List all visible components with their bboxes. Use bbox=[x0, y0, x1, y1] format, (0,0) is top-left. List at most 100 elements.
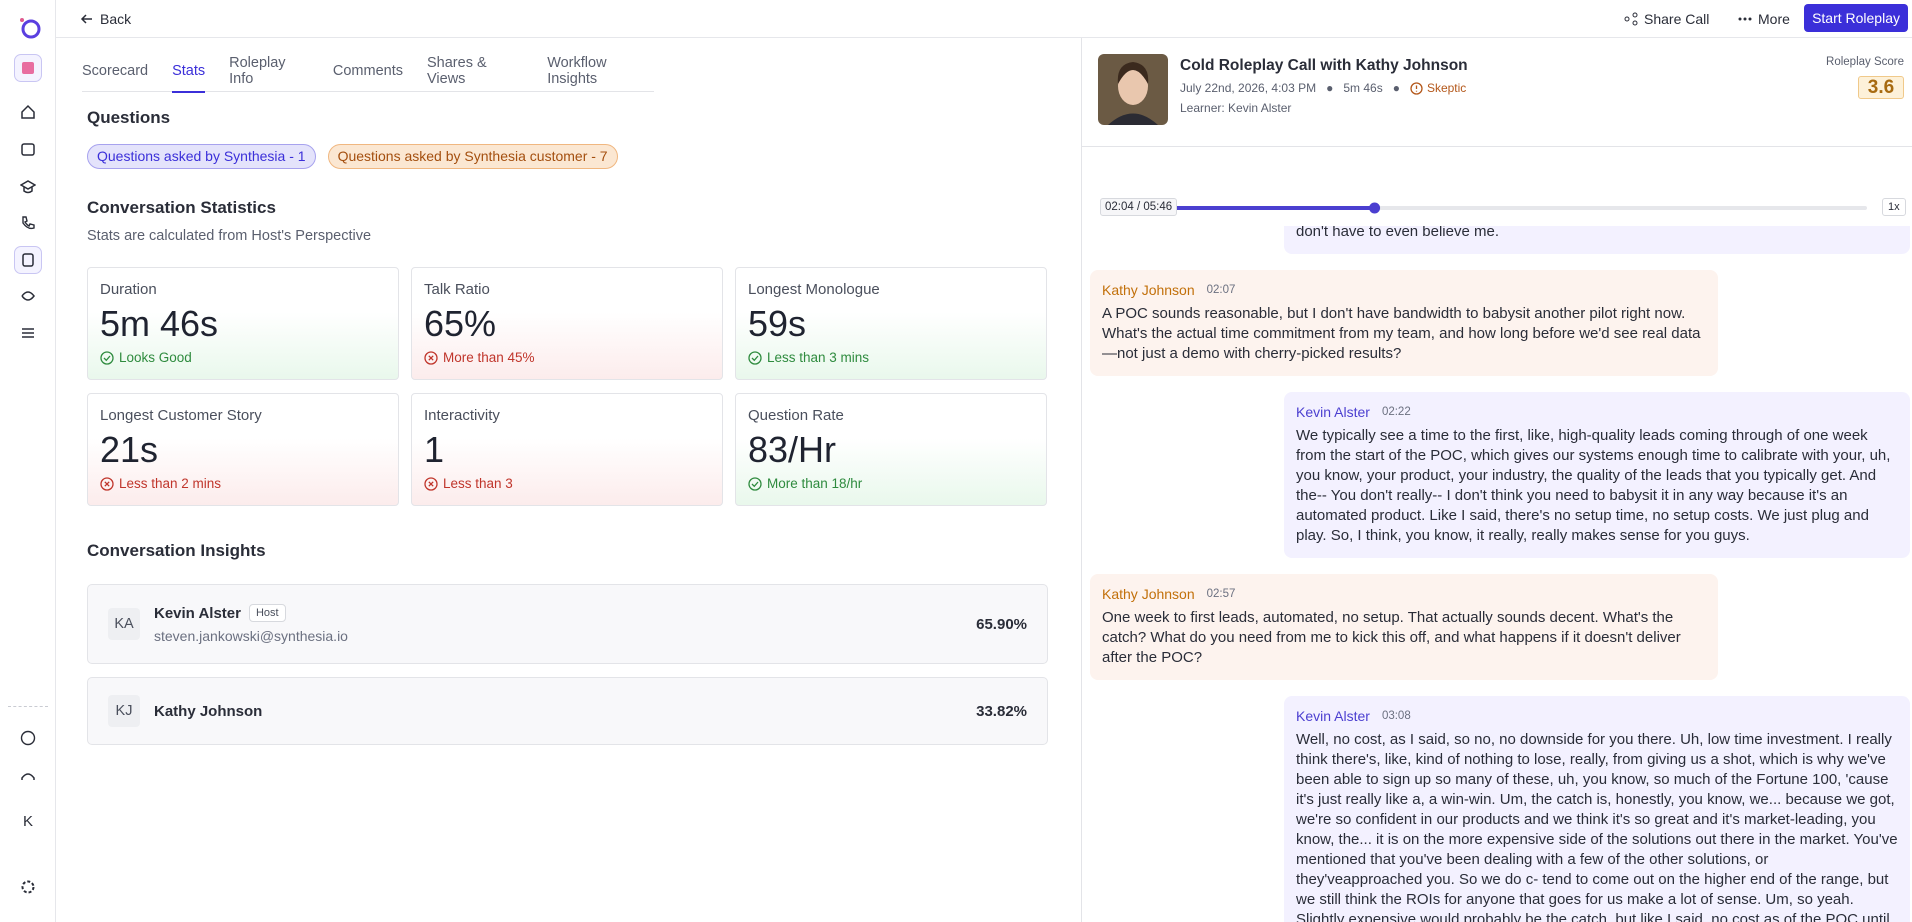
playback-time: 02:04 / 05:46 bbox=[1100, 198, 1178, 216]
more-button[interactable]: More bbox=[1738, 0, 1790, 38]
stat-card: Talk Ratio 65% More than 45% bbox=[411, 267, 723, 380]
icon bbox=[22, 216, 35, 230]
ring bbox=[748, 350, 762, 365]
support[interactable] bbox=[14, 764, 42, 792]
ring bbox=[424, 350, 438, 365]
persona: Skeptic bbox=[1410, 81, 1466, 95]
stat-value: 1 bbox=[424, 429, 445, 470]
nav-item[interactable] bbox=[14, 135, 42, 163]
section-title: Questions bbox=[87, 108, 171, 127]
timestamp: 02:22 bbox=[1381, 406, 1411, 418]
stat-note-text: Less than 3 bbox=[443, 476, 513, 491]
tab[interactable]: Workflow Insights bbox=[547, 55, 607, 87]
stat-note-text: Looks Good bbox=[119, 350, 192, 365]
stat-cards: Duration 5m 46s Looks Good Talk Ratio 65% Mor… bbox=[87, 267, 1048, 506]
call-panel: Cold Roleplay Call with Kathy Johnson Ju… bbox=[1081, 38, 1912, 922]
label: Back bbox=[100, 11, 132, 27]
stat-note-text: More than 45% bbox=[443, 350, 535, 365]
ring bbox=[100, 350, 114, 365]
speed-button[interactable]: 1x bbox=[1882, 198, 1906, 216]
section-title: Conversation Statistics bbox=[87, 198, 276, 217]
persona-label: Skeptic bbox=[1426, 81, 1467, 95]
stat-value: 21s bbox=[100, 429, 159, 470]
tab[interactable]: Shares & Views bbox=[427, 55, 487, 87]
help[interactable] bbox=[14, 724, 42, 752]
call-meta: July 22nd, 2026, 4:03 PM ● 5m 46s ● Skepti… bbox=[1180, 81, 1466, 95]
nav-item[interactable] bbox=[14, 98, 42, 126]
glyph bbox=[103, 355, 111, 361]
stat-note: More than 45% bbox=[424, 350, 710, 365]
back-button[interactable]: Back bbox=[80, 0, 131, 38]
question-chip[interactable]: Questions asked by Synthesia - 1 bbox=[87, 144, 316, 169]
speaker: Kathy Johnson bbox=[1102, 282, 1195, 298]
message: Kathy Johnson 02:07 A POC sounds reasonabl… bbox=[1090, 270, 1718, 376]
stat-note: Less than 3 bbox=[424, 476, 710, 491]
glyph bbox=[751, 355, 759, 361]
person-card: KA Kevin Alster Host steven.jankowski@synth… bbox=[87, 584, 1048, 664]
message-header: Kevin Alster 03:08 bbox=[1296, 706, 1898, 726]
icon bbox=[21, 880, 35, 894]
nav-item[interactable] bbox=[14, 54, 42, 82]
dot: ● bbox=[1326, 81, 1334, 95]
settings[interactable] bbox=[14, 873, 42, 901]
stat-value: 5m 46s bbox=[100, 303, 219, 344]
learner-photo bbox=[1098, 54, 1168, 125]
person-info: Kathy Johnson bbox=[154, 703, 262, 720]
call-title: Cold Roleplay Call with Kathy Johnson bbox=[1180, 57, 1468, 74]
icon bbox=[21, 773, 35, 780]
user-avatar[interactable]: K bbox=[22, 812, 33, 830]
question-chip[interactable]: Questions asked by Synthesia customer - … bbox=[327, 144, 618, 169]
stat-value: 65% bbox=[424, 303, 497, 344]
icon bbox=[20, 180, 36, 194]
person-name: Kathy Johnson bbox=[154, 702, 263, 720]
role-badge: Host bbox=[248, 604, 286, 622]
section-subtitle: Stats are calculated from Host's Perspec… bbox=[87, 228, 372, 244]
speaker: Kevin Alster bbox=[1296, 404, 1370, 420]
sidebar: K bbox=[0, 0, 56, 922]
divider bbox=[1082, 146, 1912, 147]
icon bbox=[1624, 12, 1638, 26]
label: Share Call bbox=[1644, 11, 1710, 27]
stat-note-text: More than 18/hr bbox=[767, 476, 863, 491]
glyph bbox=[104, 480, 110, 487]
tab[interactable]: Roleplay Info bbox=[229, 55, 286, 87]
start-roleplay-button[interactable]: Start Roleplay bbox=[1804, 4, 1908, 32]
topbar: Back Share Call More Start Roleplay bbox=[56, 0, 1912, 38]
player bbox=[1100, 202, 1867, 214]
stat-label: Question Rate bbox=[748, 407, 844, 424]
message-header: Kathy Johnson 02:07 bbox=[1102, 280, 1706, 300]
stat-card: Interactivity 1 Less than 3 bbox=[411, 393, 723, 506]
status-icon bbox=[748, 476, 762, 491]
nav-item[interactable] bbox=[14, 246, 42, 274]
icon bbox=[22, 328, 34, 338]
stat-note: More than 18/hr bbox=[748, 476, 1034, 491]
stat-note-text: Less than 2 mins bbox=[119, 476, 222, 491]
message-text: Well, no cost, as I said, so no, no down… bbox=[1296, 731, 1898, 922]
nav-item[interactable] bbox=[14, 282, 42, 310]
tab[interactable]: Comments bbox=[332, 63, 403, 79]
logo[interactable] bbox=[14, 13, 42, 41]
section-title: Conversation Insights bbox=[87, 541, 266, 560]
message-header: Kathy Johnson 02:57 bbox=[1102, 584, 1706, 604]
nav-item[interactable] bbox=[14, 319, 42, 347]
person-email: steven.jankowski@synthesia.io bbox=[154, 628, 348, 644]
share-button[interactable]: Share Call bbox=[1624, 0, 1709, 38]
glyph bbox=[428, 354, 434, 361]
ring bbox=[424, 476, 438, 491]
stat-note-text: Less than 3 mins bbox=[767, 350, 870, 365]
icon bbox=[22, 253, 34, 267]
icon bbox=[22, 62, 34, 74]
person-line: Kevin Alster Host bbox=[154, 604, 348, 622]
icon bbox=[1410, 81, 1423, 95]
message-text: We typically see a time to the first, li… bbox=[1296, 427, 1891, 544]
status-icon bbox=[748, 350, 762, 365]
nav-item[interactable] bbox=[14, 173, 42, 201]
message-text: One week to first leads, automated, no s… bbox=[1102, 609, 1681, 666]
tab[interactable]: Scorecard bbox=[82, 63, 149, 79]
nav-item[interactable] bbox=[14, 209, 42, 237]
tab[interactable]: Stats bbox=[172, 50, 206, 93]
message-header: Kevin Alster 02:22 bbox=[1296, 402, 1898, 422]
timestamp: 02:57 bbox=[1206, 588, 1236, 600]
